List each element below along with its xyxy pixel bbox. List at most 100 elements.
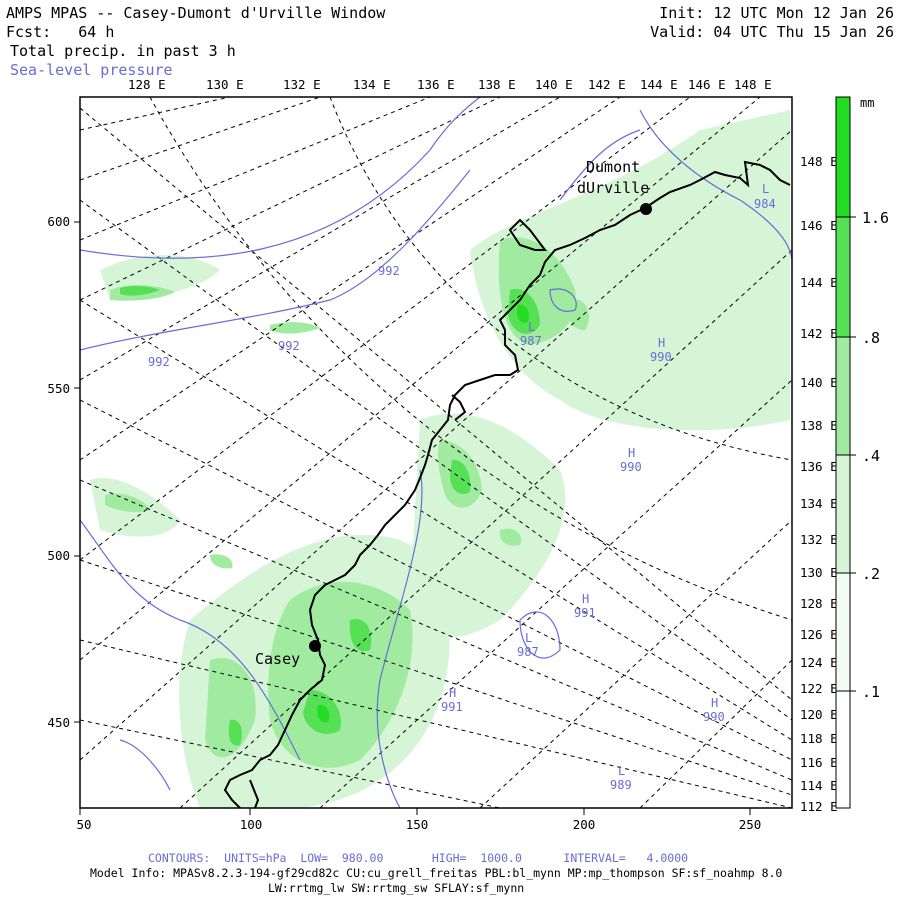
colorbar-label: .1: [862, 683, 880, 701]
lon-label: 132 E: [800, 532, 838, 547]
lon-label: 142 E: [588, 77, 626, 92]
bottom-tick-labels: 50 100 150 200 250: [76, 817, 761, 832]
model-info: Model Info: MPASv8.2.3-194-gf29cd82c CU:…: [90, 866, 783, 880]
colorbar-label: .2: [862, 565, 880, 583]
pressure-center-kind: H: [711, 696, 718, 710]
colorbar-segment-lightest: [836, 573, 850, 691]
lon-label: 134 E: [800, 496, 838, 511]
colorbar-label: 1.6: [862, 209, 889, 227]
pressure-value: 992: [378, 264, 400, 278]
pressure-value: 991: [574, 606, 596, 620]
casey-label: Casey: [255, 650, 300, 668]
lon-label: 114 E: [800, 778, 838, 793]
colorbar: mm 1.6 .8 .4 .2 .1: [835, 96, 889, 809]
lon-label: 118 E: [800, 731, 838, 746]
y-tick-label: 600: [47, 214, 70, 229]
pressure-center-kind: L: [525, 631, 532, 645]
lon-label: 128 E: [800, 596, 838, 611]
colorbar-label: .4: [862, 447, 880, 465]
pressure-value: 992: [148, 355, 170, 369]
lon-label: 140 E: [800, 375, 838, 390]
pressure-contours: [80, 97, 792, 808]
pressure-center-kind: H: [658, 336, 665, 350]
forecast-hour: Fcst: 64 h: [6, 23, 115, 41]
lon-label: 122 E: [800, 681, 838, 696]
lon-label: 146 E: [688, 77, 726, 92]
pressure-center-kind: H: [582, 592, 589, 606]
casey-station-marker: [309, 640, 321, 652]
top-lon-labels: 128 E 130 E 132 E 134 E 136 E 138 E 140 …: [128, 77, 772, 92]
lon-label: 136 E: [417, 77, 455, 92]
lon-label: 136 E: [800, 459, 838, 474]
left-tick-marks: [74, 221, 80, 723]
y-tick-label: 500: [47, 548, 70, 563]
lon-label: 138 E: [478, 77, 516, 92]
lon-label: 132 E: [283, 77, 321, 92]
pressure-center-kind: L: [762, 182, 769, 196]
pressure-value: 987: [517, 645, 539, 659]
map-title: AMPS MPAS -- Casey-Dumont d'Urville Wind…: [6, 4, 386, 22]
colorbar-segment-mid: [836, 337, 850, 455]
colorbar-label: .8: [862, 329, 880, 347]
colorbar-segment-none: [836, 691, 850, 808]
x-tick-label: 50: [76, 817, 91, 832]
valid-time: Valid: 04 UTC Thu 15 Jan 26: [650, 23, 894, 41]
contour-info: CONTOURS: UNITS=hPa LOW= 980.00 HIGH= 10…: [148, 851, 689, 865]
map-layers: [80, 97, 792, 808]
y-tick-label: 450: [47, 715, 70, 730]
x-tick-label: 200: [573, 817, 596, 832]
lon-label: 146 E: [800, 218, 838, 233]
model-info-line2: LW:rrtmg_lw SW:rrtmg_sw SFLAY:sf_mynn: [268, 881, 525, 895]
lon-label: 124 E: [800, 655, 838, 670]
pressure-center-kind: L: [528, 320, 535, 334]
left-tick-labels: 600 550 500 450: [47, 214, 70, 730]
lon-label: 134 E: [353, 77, 391, 92]
colorbar-unit: mm: [860, 96, 874, 110]
pressure-value: 990: [650, 350, 672, 364]
overlay-name: Sea-level pressure: [10, 61, 173, 79]
dumont-label-line2: dUrville: [577, 179, 649, 197]
lon-label: 112 E: [800, 799, 838, 814]
y-tick-label: 550: [47, 381, 70, 396]
lon-label: 144 E: [640, 77, 678, 92]
plot-border: [79, 96, 793, 809]
lon-label: 148 E: [734, 77, 772, 92]
lon-label: 120 E: [800, 707, 838, 722]
colorbar-segment-light: [836, 455, 850, 573]
lon-label: 148 E: [800, 154, 838, 169]
lon-label: 126 E: [800, 627, 838, 642]
lon-label: 140 E: [535, 77, 573, 92]
dumont-label-line1: Dumont: [586, 158, 640, 176]
pressure-center-kind: H: [628, 446, 635, 460]
pressure-value: 984: [754, 197, 776, 211]
colorbar-segment-strong: [836, 217, 850, 337]
pressure-value: 989: [610, 778, 632, 792]
lat-lon-grid: [80, 97, 792, 808]
coastline: [223, 160, 791, 808]
lon-label: 144 E: [800, 275, 838, 290]
x-tick-label: 150: [406, 817, 429, 832]
lon-label: 138 E: [800, 418, 838, 433]
lon-label: 142 E: [800, 326, 838, 341]
lon-label: 130 E: [206, 77, 244, 92]
pressure-center-kind: H: [449, 686, 456, 700]
x-tick-label: 250: [739, 817, 762, 832]
lon-label: 130 E: [800, 565, 838, 580]
bottom-tick-marks: [79, 808, 751, 815]
pressure-value: 991: [441, 700, 463, 714]
x-tick-label: 100: [240, 817, 263, 832]
pressure-value: 992: [278, 339, 300, 353]
field-name: Total precip. in past 3 h: [10, 42, 236, 60]
lon-label: 128 E: [128, 77, 166, 92]
colorbar-segment-max: [836, 97, 850, 217]
pressure-labels: 992 992 992 L 987 H 990 H 990 H 991 L 98…: [148, 182, 776, 792]
init-time: Init: 12 UTC Mon 12 Jan 26: [659, 4, 894, 22]
dumont-durville-station-marker: [640, 203, 652, 215]
pressure-value: 990: [703, 710, 725, 724]
pressure-value: 990: [620, 460, 642, 474]
right-lon-labels: 148 E 146 E 144 E 142 E 140 E 138 E 136 …: [800, 154, 838, 814]
lon-label: 116 E: [800, 755, 838, 770]
pressure-value: 987: [520, 334, 542, 348]
pressure-center-kind: L: [618, 764, 625, 778]
